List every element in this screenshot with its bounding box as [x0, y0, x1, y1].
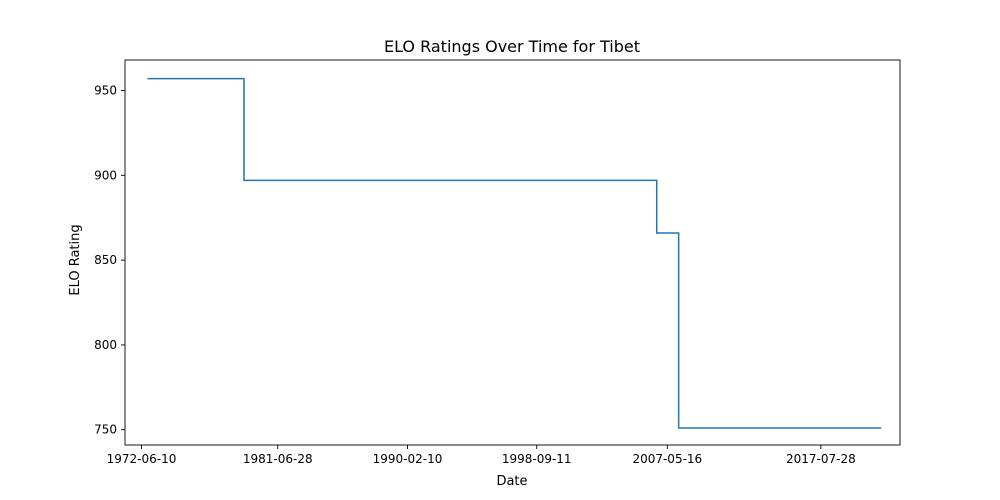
y-axis-label: ELO Rating — [68, 224, 83, 295]
x-tick-label: 2017-07-28 — [786, 452, 856, 466]
series-line-0 — [147, 77, 882, 429]
x-axis-label: Date — [496, 474, 527, 489]
y-tick-label: 800 — [94, 338, 117, 352]
chart-title: ELO Ratings Over Time for Tibet — [384, 37, 640, 56]
x-tick-label: 1981-06-28 — [243, 452, 313, 466]
plot-area — [124, 59, 901, 446]
x-tick-label: 2007-05-16 — [632, 452, 702, 466]
y-tick-label: 750 — [94, 423, 117, 437]
y-tick-label: 850 — [94, 253, 117, 267]
plot-frame — [124, 59, 901, 446]
y-tick-label: 950 — [94, 84, 117, 98]
x-tick-label: 1998-09-11 — [502, 452, 572, 466]
y-axis: 750 800 850 900 950 — [94, 84, 125, 437]
y-tick-label: 900 — [94, 168, 117, 182]
x-axis: 1972-06-10 1981-06-28 1990-02-10 1998-09-11… — [107, 445, 856, 466]
x-tick-label: 1990-02-10 — [373, 452, 443, 466]
x-tick-label: 1972-06-10 — [107, 452, 177, 466]
